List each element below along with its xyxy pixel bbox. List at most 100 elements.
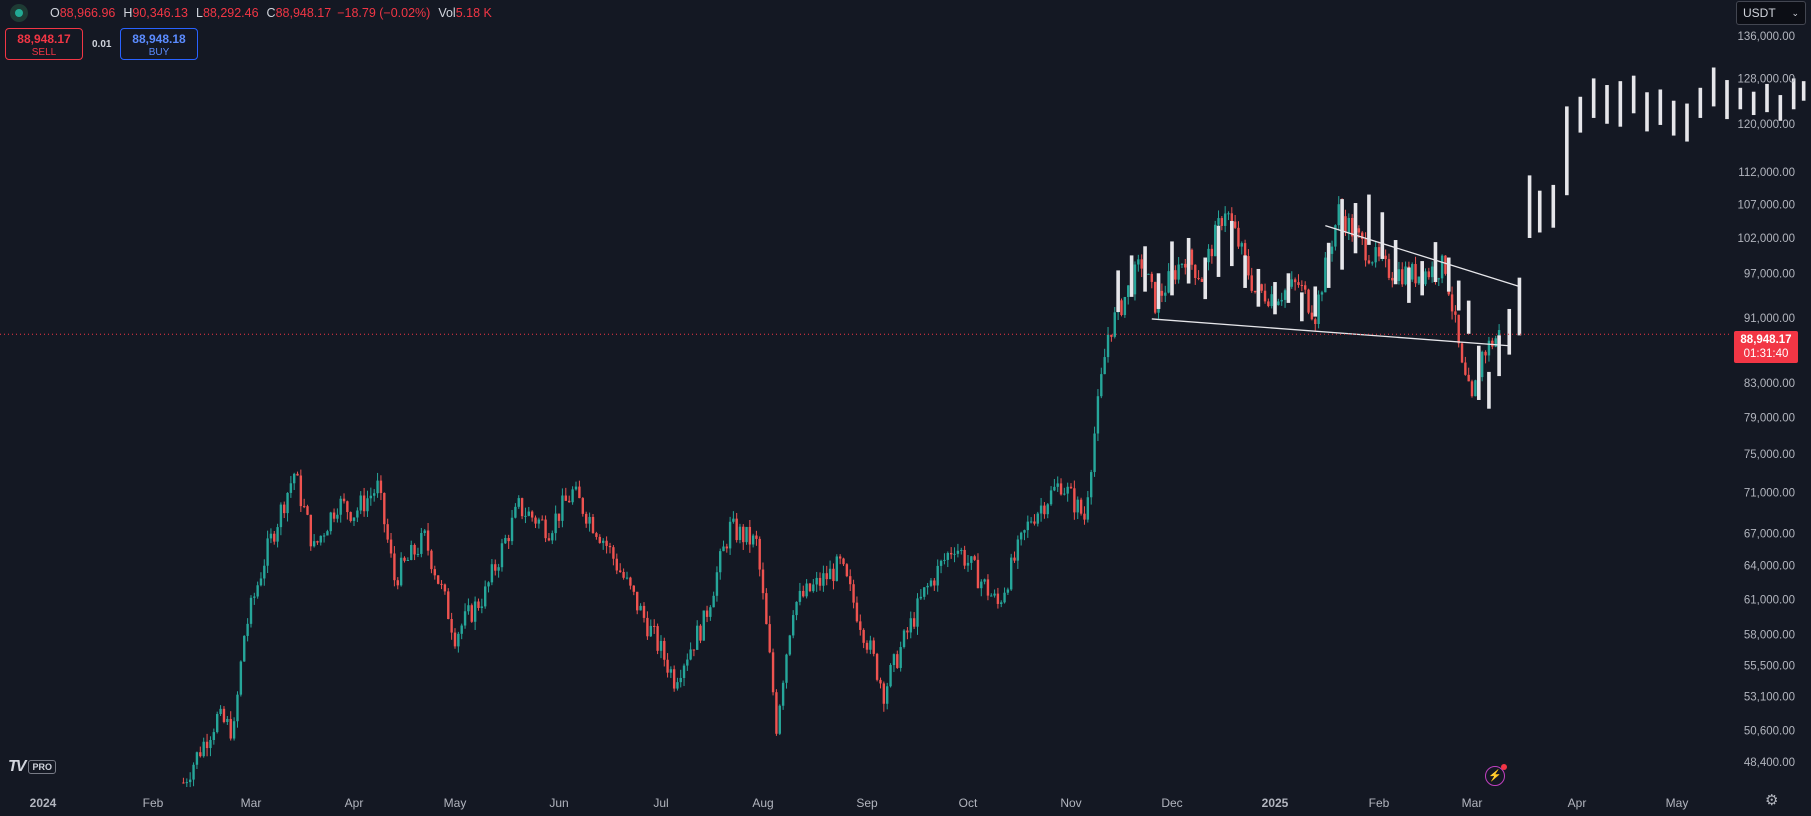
candle [216,711,219,734]
candle [751,533,755,548]
time-axis[interactable]: 2024 Feb Mar Apr May Jun Jul Aug Sep Oct Nov Dec 202… [30,796,1689,810]
candle-body [480,606,484,608]
candle [443,583,447,595]
candle-body [862,629,865,643]
candle [356,507,359,523]
candle-body [956,550,960,554]
candle-body [1314,319,1317,325]
candle-body [1227,213,1230,215]
trend-line[interactable] [1325,225,1520,288]
candle-body [738,526,742,541]
candle-body [507,538,510,542]
candle [835,554,839,582]
candle [342,493,346,504]
candle [1137,254,1140,272]
candle [798,582,802,606]
candle [1467,367,1470,382]
candle [906,627,909,640]
sell-button[interactable]: 88,948.17 SELL [5,28,83,60]
candle-body [467,605,470,612]
candle-body [653,625,656,627]
candle-body [1310,312,1314,320]
price-tick-label: 64,000.00 [1744,561,1795,573]
candle-body [1217,218,1220,225]
candle [273,530,276,545]
candle-body [219,708,222,715]
price-tick-label: 79,000.00 [1744,413,1795,425]
candle [672,665,676,692]
candle-body [838,556,842,559]
candle-body [765,593,768,625]
time-tick-label: Sep [856,796,878,810]
candle-body [490,564,494,583]
gear-icon[interactable]: ⚙ [1765,792,1779,809]
candle [554,505,557,541]
trend-line[interactable] [1151,318,1510,347]
candle [276,523,279,548]
candle-body [356,510,359,518]
candle [872,637,875,657]
candle-body [849,576,852,585]
time-tick-label: Dec [1161,796,1182,810]
candle [960,547,963,555]
candle-body [906,630,909,633]
lightning-icon[interactable]: ⚡ [1485,764,1507,786]
trend-lines[interactable] [1151,225,1520,347]
candle [939,559,943,574]
candle [1414,256,1417,287]
candle [1387,253,1391,281]
volume-label: Vol [438,6,456,20]
candle-body [882,683,886,704]
projection-bar [1216,225,1221,277]
chevron-down-icon: ⌄ [1791,7,1799,18]
projection-bar [1537,190,1542,233]
candle [771,648,775,696]
candle [993,589,996,598]
candle-body [1023,530,1026,533]
candle-body [557,513,561,521]
candle [1213,220,1217,257]
candle [1160,283,1164,303]
candle-body [1263,290,1267,302]
candle-body [1233,221,1237,228]
buy-button[interactable]: 88,948.18 BUY [120,28,198,60]
candle [1106,326,1110,363]
candle-body [602,540,605,543]
market-status-icon[interactable] [10,4,28,22]
candle-body [329,512,332,532]
candle [1223,206,1227,232]
candle-body [735,518,738,541]
candle [349,511,352,523]
high-value: 90,346.13 [132,6,188,20]
candle-body [1230,213,1234,222]
candle-body [970,556,973,563]
candle-body [393,553,396,581]
time-tick-label: May [1666,796,1689,810]
candle [470,603,473,623]
candle-body [1079,499,1083,514]
candle-body [1464,362,1467,375]
candle-body [896,654,899,668]
tradingview-logo[interactable]: TV PRO [8,758,56,776]
candle [1180,263,1184,269]
candle [209,736,212,757]
candle-body [1427,271,1431,278]
candle [775,689,778,736]
candle [595,531,598,540]
price-axis[interactable]: 136,000.00 128,000.00 120,000.00 112,000.00… [1737,31,1795,769]
candle-body [946,552,949,560]
projection-bar [1273,282,1277,315]
candle-body [822,573,825,586]
candle-body [483,586,487,607]
currency-select[interactable]: USDT ⌄ [1736,1,1806,25]
candle [659,635,663,659]
candle [497,563,500,578]
candle [682,663,686,687]
candle [373,489,376,502]
candle-body [1063,493,1066,495]
candle-body [1450,294,1454,312]
candle-body [216,714,219,733]
candle-body [676,682,679,689]
projection-bar [1711,67,1716,107]
